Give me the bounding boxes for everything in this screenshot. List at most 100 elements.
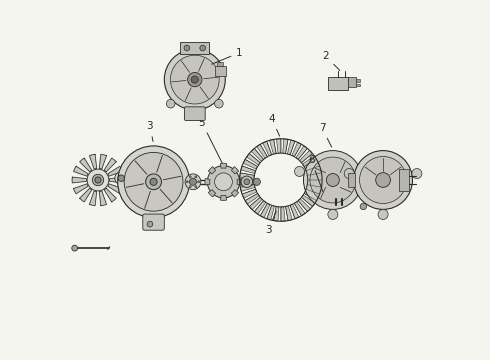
Circle shape	[188, 72, 202, 87]
Polygon shape	[80, 188, 92, 202]
Wedge shape	[270, 139, 276, 154]
Circle shape	[376, 173, 391, 187]
Text: 1: 1	[212, 48, 243, 64]
Wedge shape	[231, 190, 239, 197]
Text: 7: 7	[319, 123, 332, 147]
Circle shape	[253, 178, 260, 185]
Polygon shape	[104, 188, 116, 202]
Polygon shape	[74, 184, 88, 194]
Bar	[356, 79, 360, 82]
Wedge shape	[303, 156, 317, 167]
Polygon shape	[104, 158, 116, 172]
Polygon shape	[99, 154, 106, 169]
Wedge shape	[243, 159, 258, 169]
Wedge shape	[220, 195, 227, 201]
Bar	[399, 169, 409, 191]
Wedge shape	[305, 162, 319, 171]
Wedge shape	[231, 167, 239, 174]
Wedge shape	[283, 139, 288, 153]
Circle shape	[215, 173, 232, 191]
Circle shape	[189, 176, 191, 178]
Circle shape	[244, 179, 250, 185]
Wedge shape	[246, 153, 260, 165]
Wedge shape	[281, 207, 285, 221]
Wedge shape	[296, 146, 307, 159]
Polygon shape	[74, 166, 88, 176]
Circle shape	[360, 203, 367, 210]
Wedge shape	[274, 207, 279, 221]
Circle shape	[361, 166, 371, 176]
Wedge shape	[306, 186, 321, 194]
Bar	[328, 77, 348, 90]
Wedge shape	[263, 141, 271, 156]
Polygon shape	[99, 191, 106, 206]
Circle shape	[167, 99, 175, 108]
Polygon shape	[108, 166, 122, 176]
Wedge shape	[307, 182, 322, 187]
Wedge shape	[301, 195, 315, 207]
Wedge shape	[290, 204, 299, 219]
Wedge shape	[260, 203, 270, 218]
Bar	[215, 66, 226, 76]
Circle shape	[147, 221, 153, 227]
Bar	[348, 77, 356, 87]
Text: 2: 2	[322, 51, 340, 71]
Wedge shape	[304, 191, 319, 201]
Polygon shape	[72, 177, 86, 183]
FancyBboxPatch shape	[184, 107, 205, 121]
Polygon shape	[90, 191, 97, 206]
Circle shape	[354, 150, 413, 210]
Wedge shape	[205, 179, 210, 185]
Wedge shape	[241, 166, 256, 174]
Wedge shape	[208, 167, 216, 174]
Wedge shape	[220, 163, 227, 168]
Wedge shape	[294, 202, 305, 216]
Wedge shape	[208, 190, 216, 197]
Circle shape	[184, 45, 190, 51]
Wedge shape	[237, 179, 242, 185]
Wedge shape	[287, 140, 295, 155]
Circle shape	[115, 172, 128, 185]
Polygon shape	[80, 158, 92, 172]
Polygon shape	[110, 177, 124, 183]
Circle shape	[215, 99, 223, 108]
Wedge shape	[240, 173, 254, 178]
Wedge shape	[254, 201, 266, 214]
Wedge shape	[298, 199, 311, 212]
Circle shape	[171, 55, 219, 104]
Wedge shape	[257, 144, 268, 158]
Wedge shape	[299, 150, 313, 163]
Wedge shape	[267, 205, 274, 220]
Polygon shape	[90, 154, 97, 169]
Bar	[218, 62, 223, 66]
Circle shape	[195, 176, 197, 178]
Circle shape	[124, 152, 183, 211]
Bar	[240, 179, 256, 184]
Circle shape	[95, 177, 101, 183]
Circle shape	[200, 45, 205, 51]
Wedge shape	[286, 206, 292, 221]
Circle shape	[195, 186, 197, 188]
Text: 3: 3	[265, 211, 276, 235]
Bar	[180, 42, 209, 54]
Circle shape	[326, 174, 340, 186]
Circle shape	[150, 178, 157, 185]
Text: 6: 6	[308, 155, 323, 192]
Wedge shape	[276, 139, 281, 153]
Circle shape	[310, 157, 356, 203]
Circle shape	[328, 210, 338, 220]
Circle shape	[72, 245, 77, 251]
Wedge shape	[251, 148, 264, 161]
Circle shape	[118, 175, 124, 181]
Text: 4: 4	[269, 114, 280, 136]
Wedge shape	[240, 185, 255, 192]
Circle shape	[344, 168, 354, 179]
Circle shape	[92, 174, 104, 186]
Bar	[356, 84, 360, 86]
Wedge shape	[240, 180, 254, 184]
Wedge shape	[245, 193, 259, 204]
Circle shape	[241, 176, 252, 188]
Circle shape	[189, 186, 191, 188]
FancyBboxPatch shape	[143, 214, 164, 230]
Circle shape	[378, 210, 388, 220]
